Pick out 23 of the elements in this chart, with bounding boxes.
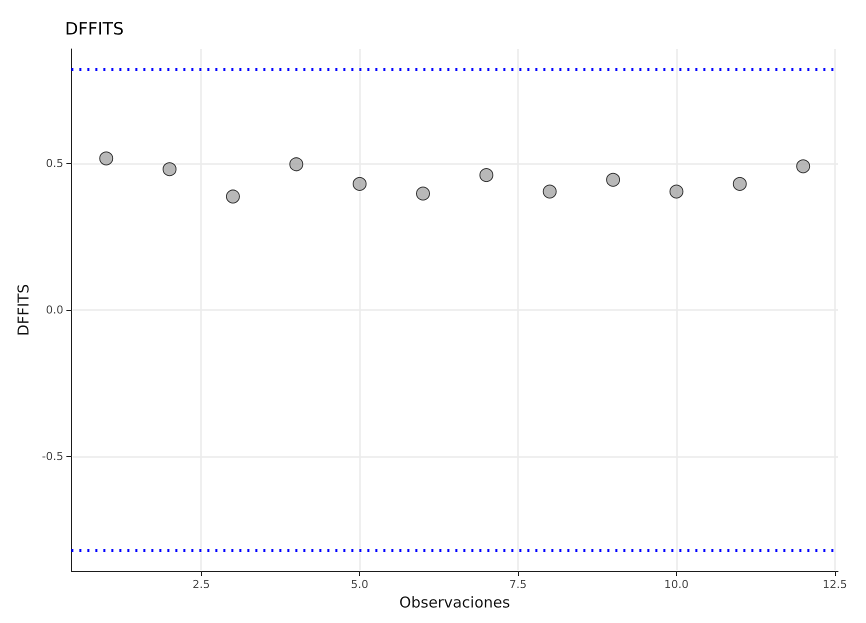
y-axis-title: DFFITS [14,284,32,336]
x-tick-label: 10.0 [664,578,689,591]
y-tick-label: 0.5 [46,156,64,170]
point [669,184,684,199]
x-tick-label: 2.5 [192,578,210,591]
chart-title: DFFITS [65,20,124,40]
point [479,168,494,182]
x-tick-label: 7.5 [509,578,527,591]
point [542,184,557,199]
point [796,159,810,174]
x-axis-title: Observaciones [399,594,510,612]
point [416,186,430,201]
point [226,190,240,204]
point [606,172,620,187]
y-tick-label: 0.0 [46,304,64,316]
point [99,151,114,166]
x-tick-label: 5.0 [350,578,368,591]
x-tick-label: 12.5 [822,578,848,591]
point [732,176,747,191]
y-tick-label: -0.5 [42,450,64,464]
point [289,157,304,172]
point [352,176,367,191]
point [162,162,177,176]
